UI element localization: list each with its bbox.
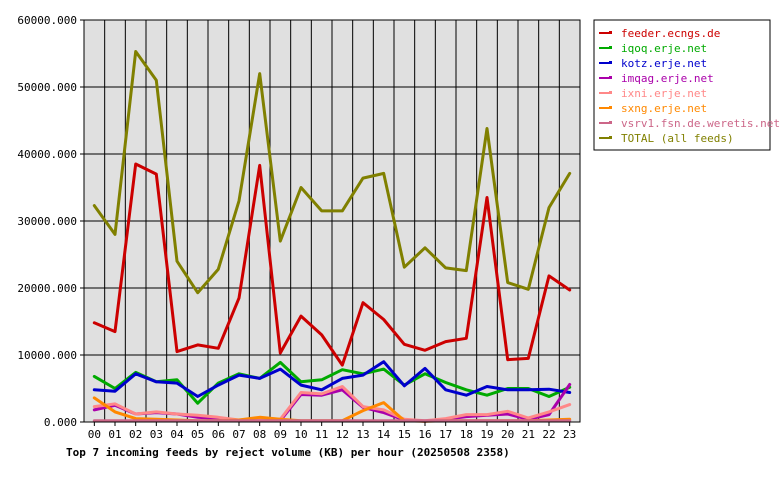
legend-marker <box>609 61 612 64</box>
x-tick-label: 20 <box>501 428 514 441</box>
series-line-0 <box>92 162 572 367</box>
legend-marker <box>609 46 612 49</box>
legend-marker <box>609 91 612 94</box>
legend-marker <box>609 31 612 34</box>
legend-entry: vsrv1.fsn.de.weretis.net <box>599 117 780 130</box>
chart-title: Top 7 incoming feeds by reject volume (K… <box>66 446 510 459</box>
legend-label: imqag.erje.net <box>621 72 714 85</box>
x-tick-label: 08 <box>253 428 266 441</box>
x-tick-label: 21 <box>522 428 535 441</box>
legend-entry: iqoq.erje.net <box>599 42 707 55</box>
y-tick-label: 40000.000 <box>17 148 77 161</box>
legend-label: vsrv1.fsn.de.weretis.net <box>621 117 780 130</box>
series-lines <box>92 50 572 423</box>
x-tick-label: 19 <box>480 428 493 441</box>
x-tick-label: 13 <box>356 428 369 441</box>
y-tick-label: 0.000 <box>44 416 77 429</box>
x-tick-label: 12 <box>336 428 349 441</box>
x-tick-label: 22 <box>542 428 555 441</box>
legend-entry: TOTAL (all feeds) <box>599 132 734 145</box>
x-tick-label: 05 <box>191 428 204 441</box>
y-tick-label: 10000.000 <box>17 349 77 362</box>
x-tick-label: 11 <box>315 428 328 441</box>
legend-entry: feeder.ecngs.de <box>599 27 720 40</box>
x-tick-label: 02 <box>129 428 142 441</box>
x-tick-label: 15 <box>398 428 411 441</box>
legend-entry: imqag.erje.net <box>599 72 714 85</box>
x-tick-label: 01 <box>108 428 121 441</box>
legend-label: iqoq.erje.net <box>621 42 707 55</box>
x-axis-ticks: 00 01 02 03 04 05 06 07 08 09 10 11 12 13 14 15 16 17 18 19… <box>88 422 576 441</box>
x-tick-label: 09 <box>274 428 287 441</box>
x-tick-label: 10 <box>294 428 307 441</box>
y-tick-label: 20000.000 <box>17 282 77 295</box>
legend-marker <box>609 76 612 79</box>
legend-marker <box>609 121 612 124</box>
grid <box>84 20 580 422</box>
legend-entry: ixni.erje.net <box>599 87 707 100</box>
x-tick-label: 23 <box>563 428 576 441</box>
legend-entry: kotz.erje.net <box>599 57 707 70</box>
x-tick-label: 06 <box>212 428 225 441</box>
series-line-7 <box>92 50 572 295</box>
x-tick-label: 00 <box>88 428 101 441</box>
legend-marker <box>609 106 612 109</box>
legend-label: TOTAL (all feeds) <box>621 132 734 145</box>
legend-label: sxng.erje.net <box>621 102 707 115</box>
x-tick-label: 16 <box>418 428 431 441</box>
x-tick-label: 17 <box>439 428 452 441</box>
series-line-4 <box>92 385 572 423</box>
x-tick-label: 14 <box>377 428 391 441</box>
legend-label: feeder.ecngs.de <box>621 27 720 40</box>
x-tick-label: 04 <box>170 428 184 441</box>
x-tick-label: 03 <box>150 428 163 441</box>
legend-frame <box>593 19 771 151</box>
series-line-2 <box>92 360 572 398</box>
x-tick-label: 07 <box>232 428 245 441</box>
x-tick-label: 18 <box>460 428 473 441</box>
legend: feeder.ecngs.de iqoq.erje.net kotz.erje.ne… <box>593 19 780 151</box>
legend-label: kotz.erje.net <box>621 57 707 70</box>
y-axis-ticks: 0.000 10000.000 20000.000 30000.000 40000.00… <box>17 14 84 429</box>
y-tick-label: 50000.000 <box>17 81 77 94</box>
y-tick-label: 60000.000 <box>17 14 77 27</box>
series-line-1 <box>92 360 572 405</box>
legend-marker <box>609 136 612 139</box>
y-tick-label: 30000.000 <box>17 215 77 228</box>
legend-label: ixni.erje.net <box>621 87 707 100</box>
legend-entry: sxng.erje.net <box>599 102 707 115</box>
